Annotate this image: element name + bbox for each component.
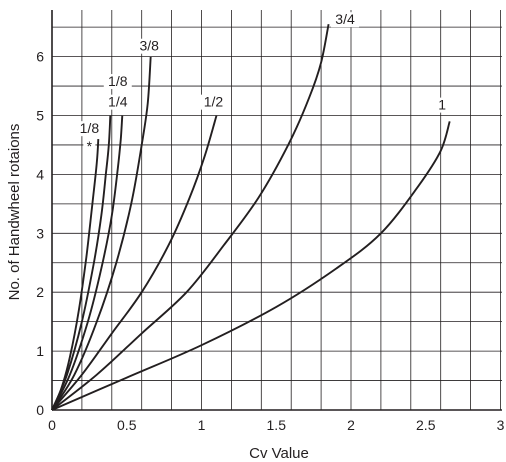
y-tick-label: 6: [36, 49, 44, 65]
curve-label-background: [83, 138, 96, 154]
curve-label-background: [103, 74, 132, 90]
curve-label: 3/4: [335, 11, 355, 27]
curve-labels: 1/8 * 1/8 1/4 3/8 1/2 3/4 1: [75, 11, 449, 154]
series-line: [51, 121, 451, 411]
series-line: [51, 115, 218, 411]
series-lines: [51, 24, 451, 411]
y-tick-label: 5: [36, 108, 44, 124]
x-tick-label: 2.5: [416, 417, 436, 433]
x-tick-label: 1.5: [267, 417, 287, 433]
y-tick-label: 0: [36, 402, 44, 418]
y-axis-label: No. of Handwheel rotaions: [6, 124, 23, 301]
curve-label-background: [75, 121, 104, 137]
curve-label-background: [436, 97, 449, 113]
tick-labels: 0 0.5 1 1.5 2 2.5 3 0 1 2 3 4 5 6: [36, 49, 504, 433]
x-tick-label: 0: [48, 417, 56, 433]
curve-label: 1/8: [80, 120, 100, 136]
x-axis-label: Cv Value: [249, 445, 309, 462]
x-tick-label: 0.5: [117, 417, 137, 433]
x-tick-label: 1: [198, 417, 206, 433]
x-tick-label: 3: [497, 417, 505, 433]
curve-label: 1/8: [108, 73, 128, 89]
curve-label-background: [135, 38, 164, 54]
curve-label: 3/8: [139, 38, 159, 54]
series-line: [51, 56, 152, 411]
curve-label-background: [331, 12, 360, 28]
axes: [51, 10, 502, 411]
y-tick-label: 2: [36, 284, 44, 300]
x-tick-label: 2: [347, 417, 355, 433]
series-line: [51, 115, 112, 411]
series-line: [51, 24, 330, 411]
curve-label: 1/4: [108, 94, 128, 110]
grid: [52, 10, 502, 410]
curve-label-background: [103, 94, 132, 110]
curve-label: 1: [438, 97, 446, 113]
curve-label-background: [199, 94, 228, 110]
series-line: [51, 115, 124, 411]
y-tick-label: 3: [36, 225, 44, 241]
curve-label: *: [87, 138, 93, 154]
y-tick-label: 1: [36, 343, 44, 359]
y-tick-label: 4: [36, 166, 44, 182]
curve-label: 1/2: [204, 94, 224, 110]
